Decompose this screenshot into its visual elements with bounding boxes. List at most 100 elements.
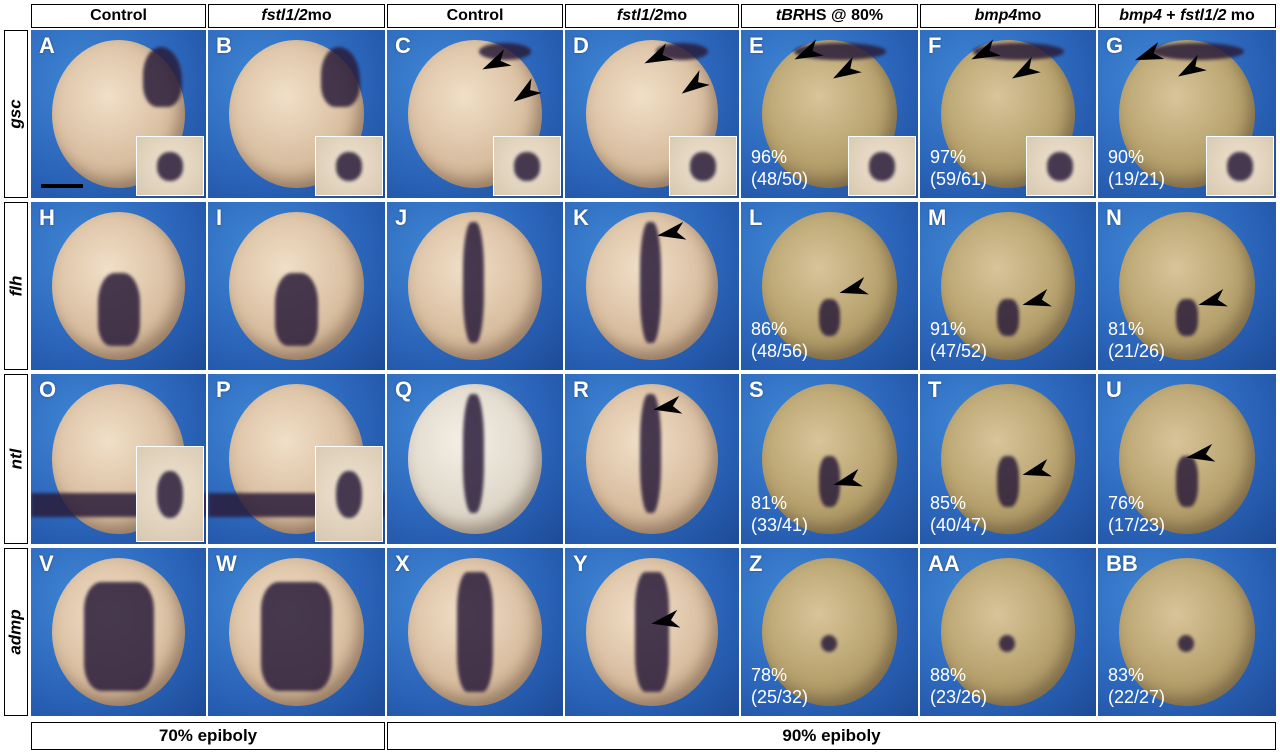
row-label-flh: flh (4, 202, 28, 370)
inset-stain (156, 151, 184, 181)
expression-stain (261, 581, 332, 691)
embryo-count: (17/23) (1108, 515, 1166, 535)
arrow-icon (833, 56, 862, 79)
panel-label: D (573, 33, 589, 58)
inset-stain (1046, 151, 1074, 181)
expression-stain (997, 455, 1019, 507)
percentage-label: 83% (22/27) (1108, 664, 1165, 708)
percentage-label: 97% (59/61) (930, 146, 987, 190)
percentage-label: 81% (21/26) (1108, 318, 1165, 362)
expression-stain (997, 299, 1019, 337)
panel-label: X (395, 551, 410, 576)
arrow-icon (1022, 288, 1052, 307)
inset-image (136, 446, 204, 542)
panel-label: W (216, 551, 237, 576)
arrow-icon (1022, 458, 1052, 477)
arrow-icon (653, 395, 683, 414)
arrow-icon (1134, 42, 1165, 61)
embryo-count: (33/41) (751, 515, 809, 535)
inset-stain (335, 470, 363, 518)
inset-image (315, 446, 383, 542)
expression-stain (634, 571, 670, 693)
expression-stain (1176, 455, 1198, 507)
column-header-3: Control (387, 4, 563, 28)
image-panel-f: F 97% (59/61) (920, 30, 1096, 198)
percentage-value: 86% (751, 319, 788, 339)
expression-stain (655, 43, 708, 61)
arrow-icon (794, 39, 824, 60)
arrow-icon (1186, 443, 1216, 462)
embryo-count: (22/27) (1108, 687, 1166, 707)
embryo-count: (23/26) (930, 687, 988, 707)
column-header-label: HS @ 80% (804, 7, 884, 24)
column-header-gene: bmp4 (974, 7, 1018, 24)
percentage-value: 90% (1108, 147, 1145, 167)
percentage-label: 96% (48/50) (751, 146, 808, 190)
panel-label: Q (395, 377, 413, 402)
embryo-count: (59/61) (930, 169, 988, 189)
panel-label: L (749, 205, 763, 230)
panel-label: V (39, 551, 54, 576)
panel-label: S (749, 377, 764, 402)
column-header-label: mo (663, 7, 688, 24)
inset-image (1026, 136, 1094, 196)
expression-stain (275, 272, 318, 347)
embryo-count: (25/32) (751, 687, 809, 707)
image-panel-b: B (208, 30, 385, 198)
arrow-icon (681, 70, 710, 94)
stage-label-70: 70% epiboly (31, 722, 385, 750)
percentage-label: 85% (40/47) (930, 492, 987, 536)
image-panel-x: X (387, 548, 563, 716)
row-gene-name: flh (6, 275, 25, 297)
panel-label: Z (749, 551, 763, 576)
expression-stain (478, 43, 532, 61)
image-panel-a: A (31, 30, 206, 198)
arrow-icon (1198, 288, 1228, 307)
arrow-icon (513, 78, 542, 102)
image-panel-aa: AA 88% (23/26) (920, 548, 1096, 716)
embryo-image (762, 558, 897, 706)
row-gene-name: admp (6, 609, 25, 655)
column-header-plus: + (1161, 7, 1181, 24)
expression-stain (97, 272, 140, 347)
percentage-value: 81% (1108, 319, 1145, 339)
image-panel-bb: BB 83% (22/27) (1098, 548, 1276, 716)
expression-stain (462, 222, 484, 344)
percentage-value: 97% (930, 147, 967, 167)
column-header-label: mo (307, 7, 332, 24)
arrow-icon (839, 276, 869, 295)
panel-label: Y (573, 551, 588, 576)
arrow-icon (644, 43, 674, 64)
row-label-gsc: gsc (4, 30, 28, 198)
expression-stain (1151, 43, 1244, 61)
percentage-value: 81% (751, 493, 788, 513)
expression-stain (1176, 299, 1198, 337)
panel-label: I (216, 205, 223, 230)
panel-label: N (1106, 205, 1122, 230)
row-label-ntl: ntl (4, 374, 28, 544)
percentage-label: 88% (23/26) (930, 664, 987, 708)
panel-label: AA (928, 551, 960, 576)
percentage-label: 86% (48/56) (751, 318, 808, 362)
expression-stain (462, 394, 484, 514)
percentage-value: 91% (930, 319, 967, 339)
column-header-1: Control (31, 4, 206, 28)
image-panel-r: R (565, 374, 739, 544)
panel-label: T (928, 377, 942, 402)
panel-label: H (39, 205, 55, 230)
panel-label: P (216, 377, 231, 402)
image-panel-s: S 81% (33/41) (741, 374, 918, 544)
image-panel-c: C (387, 30, 563, 198)
image-panel-i: I (208, 202, 385, 370)
embryo-count: (48/50) (751, 169, 809, 189)
expression-stain (820, 635, 837, 653)
percentage-value: 85% (930, 493, 967, 513)
inset-image (493, 136, 561, 196)
inset-stain (1226, 151, 1254, 181)
panel-label: R (573, 377, 589, 402)
image-panel-d: D (565, 30, 739, 198)
inset-stain (156, 470, 184, 518)
column-header-4: fstl1/2 mo (565, 4, 739, 28)
expression-stain (999, 635, 1016, 653)
image-panel-z: Z 78% (25/32) (741, 548, 918, 716)
